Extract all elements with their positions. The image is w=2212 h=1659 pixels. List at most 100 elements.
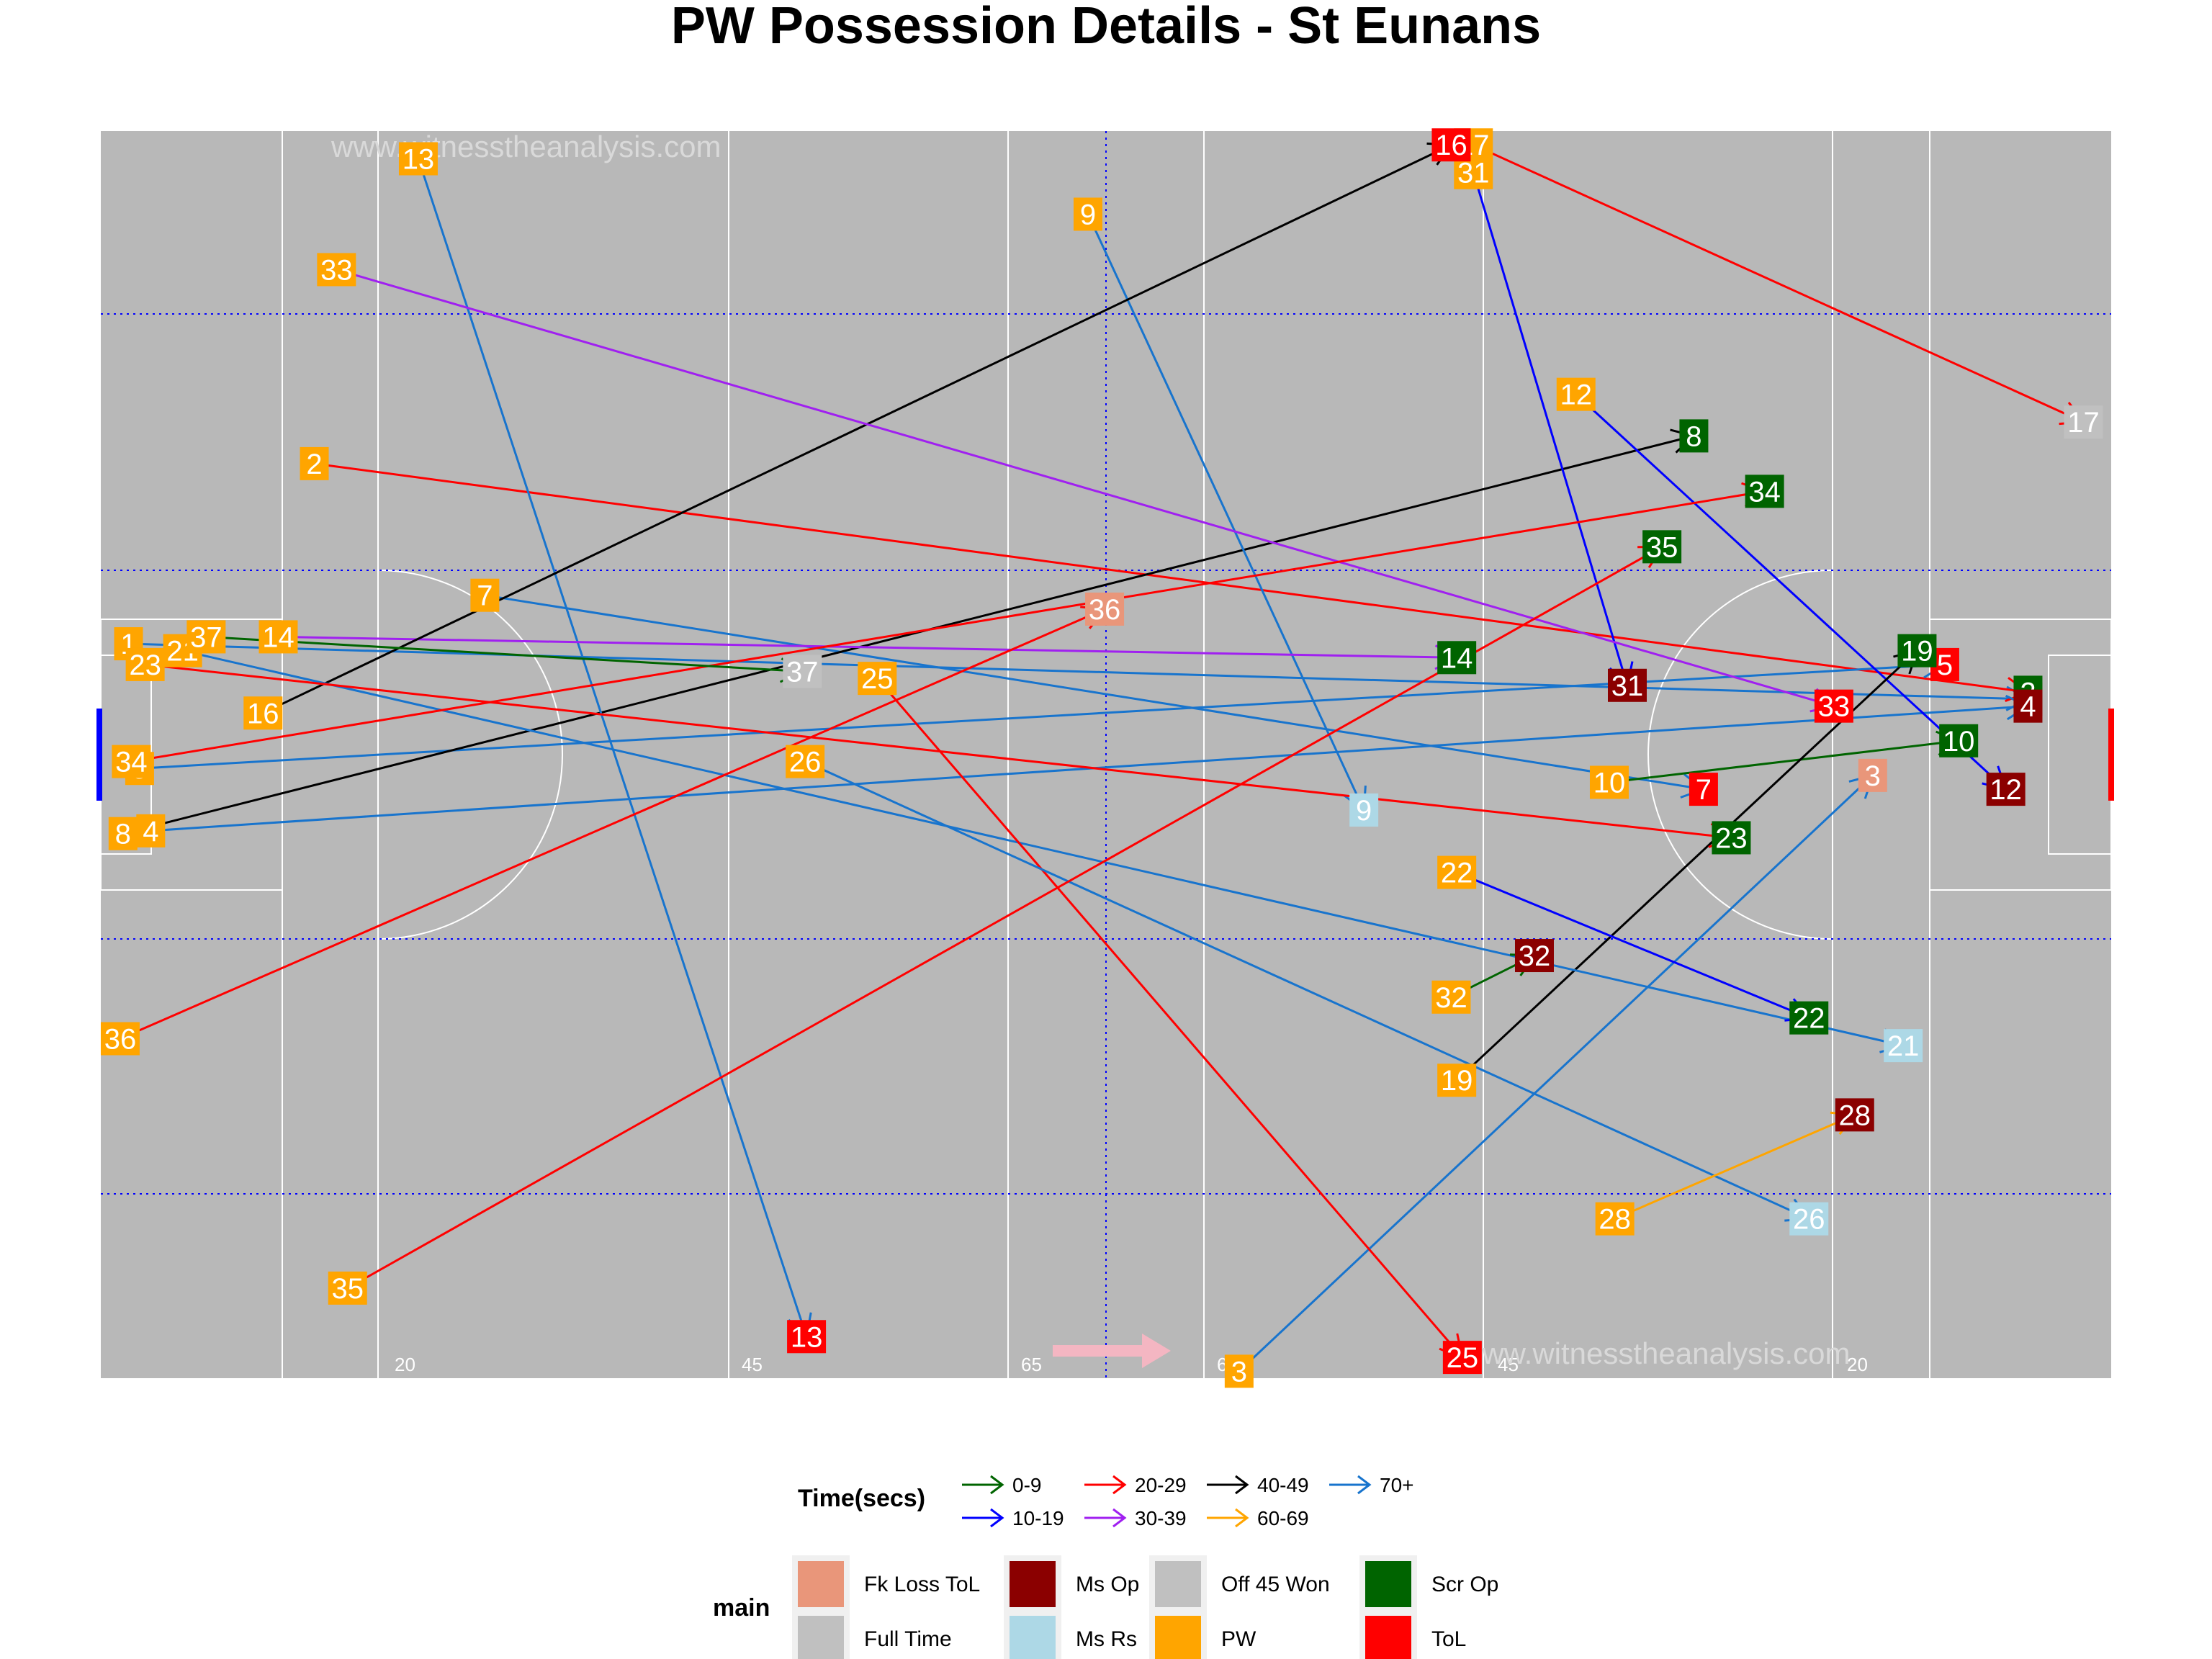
end-marker-9-box [1349, 793, 1379, 827]
legend-main-item: Fk Loss ToL [792, 1555, 980, 1613]
start-marker-3: 3 [1224, 1354, 1254, 1388]
start-marker-28: 28 [1595, 1202, 1635, 1236]
legend-main-item: Scr Op [1359, 1555, 1498, 1613]
legend-time-label: 60-69 [1257, 1507, 1309, 1529]
legend-time-swatch-head [1357, 1475, 1372, 1495]
start-marker-32-box [1431, 980, 1471, 1014]
legend-main-swatch [1365, 1616, 1411, 1659]
end-marker-16-box [1431, 128, 1471, 162]
end-marker-22-label: 22 [1793, 1003, 1825, 1035]
end-marker-26-label: 26 [1793, 1204, 1825, 1236]
legend-time-label: 40-49 [1257, 1474, 1309, 1496]
start-marker-25: 25 [858, 662, 897, 696]
end-marker-3-box [1858, 758, 1887, 792]
legend-main-swatch [798, 1616, 844, 1659]
goal-marker-left [96, 709, 102, 801]
start-marker-19-box [1437, 1064, 1477, 1097]
legend-time-item: 0-9 [962, 1474, 1041, 1496]
end-marker-21: 21 [1884, 1029, 1923, 1063]
start-marker-4-box [136, 814, 166, 848]
start-marker-36-box [100, 1022, 140, 1056]
start-marker-10-box [1589, 765, 1629, 799]
end-marker-26: 26 [1789, 1202, 1829, 1236]
legend-main-title: main [713, 1594, 770, 1622]
start-marker-19: 19 [1437, 1064, 1477, 1097]
start-marker-16: 16 [243, 696, 283, 730]
possession-line [120, 608, 1105, 1040]
end-marker-32-box [1514, 939, 1554, 973]
start-marker-36: 36 [100, 1022, 140, 1056]
end-marker-23-label: 23 [1715, 822, 1748, 854]
start-marker-23: 23 [125, 647, 165, 681]
end-marker-9: 9 [1349, 793, 1379, 827]
start-marker-14-label: 14 [262, 621, 295, 653]
legend-time-item: 60-69 [1207, 1507, 1309, 1529]
end-marker-36: 36 [1085, 592, 1125, 626]
end-marker-21-label: 21 [1887, 1030, 1920, 1062]
start-marker-12-label: 12 [1560, 379, 1593, 411]
start-marker-34-label: 34 [115, 747, 148, 778]
end-marker-8-label: 8 [1686, 421, 1701, 452]
start-marker-25-label: 25 [861, 663, 894, 695]
possession-line [128, 642, 2028, 701]
end-marker-9-label: 9 [1356, 795, 1372, 827]
possession-markers: 1234578910121314161719212223252628313233… [100, 128, 2103, 1388]
legend-time-title: Time(secs) [798, 1485, 925, 1512]
legend-time-swatch-head [1112, 1475, 1127, 1495]
start-marker-4: 4 [136, 814, 166, 848]
start-marker-31-box [1454, 156, 1493, 189]
possession-line [1614, 1113, 1856, 1220]
possession-line [1575, 393, 2007, 791]
start-marker-19-label: 19 [1441, 1065, 1473, 1097]
end-marker-31-box [1607, 668, 1647, 702]
end-marker-25: 25 [1442, 1341, 1482, 1375]
possession-line [131, 490, 1765, 763]
end-marker-32-label: 32 [1519, 940, 1551, 972]
legend-main-item: Off 45 Won [1149, 1555, 1330, 1613]
end-marker-22-box [1789, 1001, 1829, 1035]
start-marker-35: 35 [328, 1271, 367, 1305]
end-marker-14-label: 14 [1441, 642, 1473, 674]
start-marker-16-box [243, 696, 283, 730]
end-marker-4-label: 4 [2020, 691, 2036, 723]
legend-time-swatch-head [990, 1475, 1004, 1495]
start-marker-22: 22 [1437, 855, 1477, 889]
possession-line [314, 462, 2028, 693]
end-marker-12-label: 12 [1990, 774, 2022, 806]
pitch-distance-label: 20 [1847, 1354, 1868, 1375]
end-marker-34-box [1745, 475, 1784, 508]
watermark-top: www.witnesstheanalysis.com [331, 130, 721, 163]
start-marker-9-box [1073, 197, 1102, 231]
start-marker-34: 34 [112, 745, 151, 778]
start-marker-2-box [300, 446, 329, 480]
legend-time-item: 70+ [1329, 1474, 1414, 1496]
end-marker-25-label: 25 [1447, 1342, 1479, 1374]
end-marker-16: 16 [1431, 128, 1471, 162]
end-marker-17: 17 [2064, 405, 2103, 439]
start-marker-12: 12 [1556, 377, 1596, 411]
start-marker-8-box [108, 817, 138, 850]
legend-main-swatch [1365, 1561, 1411, 1607]
legend-time-item: 40-49 [1207, 1474, 1309, 1496]
possession-line [485, 594, 1704, 791]
legend-time-swatch-head [1235, 1508, 1249, 1528]
goal-marker-right [2108, 709, 2114, 801]
end-marker-37-box [783, 655, 822, 688]
legend-main-swatch [1155, 1561, 1201, 1607]
end-marker-32: 32 [1514, 939, 1554, 973]
start-marker-37-box [186, 620, 226, 654]
possession-line [417, 158, 808, 1337]
legend-main-item: Ms Op [1004, 1555, 1139, 1613]
start-marker-10-label: 10 [1593, 767, 1626, 799]
end-marker-13: 13 [787, 1320, 827, 1354]
end-marker-36-label: 36 [1089, 594, 1121, 626]
start-marker-7-box [470, 578, 500, 612]
start-marker-7: 7 [470, 578, 500, 612]
legend-main-label: PW [1221, 1627, 1256, 1651]
start-marker-14-box [258, 620, 298, 654]
possession-line [122, 434, 1694, 835]
legend-main-item: Full Time [792, 1610, 952, 1659]
start-marker-37: 37 [186, 620, 226, 654]
end-marker-28-label: 28 [1839, 1100, 1871, 1131]
possession-line [145, 663, 1732, 839]
